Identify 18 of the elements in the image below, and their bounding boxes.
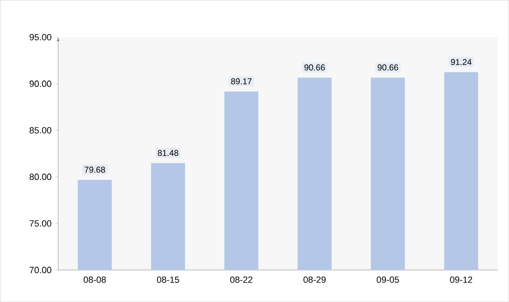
- x-tick-label: 09-05: [376, 276, 399, 283]
- y-tick-label: 95.00: [30, 34, 52, 40]
- x-tick-label: 08-08: [84, 276, 106, 283]
- data-label: 81.48: [158, 150, 178, 156]
- data-label: 79.68: [84, 166, 106, 173]
- y-tick-label: 90.00: [30, 80, 52, 87]
- y-tick-label: 85.00: [30, 127, 52, 134]
- data-label: 90.66: [378, 64, 398, 70]
- y-tick-label: 70.00: [30, 266, 52, 274]
- x-tick-label: 09-12: [450, 276, 472, 283]
- x-tick-label: 08-22: [230, 276, 252, 283]
- y-tick-label: 80.00: [30, 174, 52, 180]
- data-label: 89.17: [231, 78, 252, 84]
- y-tick-label: 75.00: [30, 220, 52, 227]
- x-tick-label: 08-15: [156, 276, 180, 283]
- data-label: 91.24: [450, 58, 472, 65]
- x-tick-label: 08-29: [304, 276, 326, 283]
- data-label: 90.66: [304, 64, 325, 70]
